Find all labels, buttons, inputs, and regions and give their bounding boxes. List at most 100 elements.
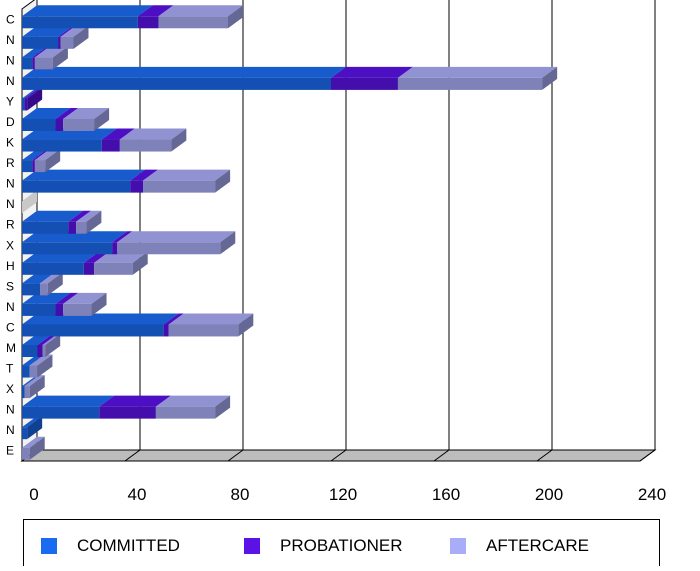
bar-committed	[22, 427, 28, 440]
bar-end-cap	[45, 149, 61, 173]
category-label: H	[6, 259, 15, 273]
bar-end-cap	[27, 87, 43, 111]
bar-aftercare	[63, 119, 95, 131]
bar-end-cap	[29, 375, 45, 399]
bar-probationer	[83, 262, 95, 275]
bar-top-committed	[22, 395, 115, 407]
bar-aftercare	[63, 303, 92, 316]
x-tick-label: 200	[535, 485, 563, 504]
bar-aftercare	[24, 386, 30, 399]
bar-top-probationer	[99, 395, 171, 407]
bar-top-committed	[22, 292, 71, 304]
bar-probationer	[68, 221, 77, 234]
bar-top-aftercare	[22, 436, 45, 448]
x-tick-label: 120	[329, 485, 357, 504]
x-tick-label: 160	[432, 485, 460, 504]
legend-swatch-probationer	[244, 538, 260, 554]
bar-top-probationer	[331, 66, 413, 78]
x-tick-label: 0	[29, 485, 38, 504]
bar-aftercare	[168, 324, 239, 337]
bar-end-cap	[86, 210, 102, 234]
bar-probationer	[58, 36, 61, 49]
bar-top-probationer	[68, 210, 92, 222]
bar-committed	[22, 324, 164, 337]
bar-aftercare	[22, 447, 30, 460]
bar-top-committed	[22, 272, 56, 284]
legend-swatch-aftercare	[450, 538, 466, 554]
bar-committed	[22, 283, 41, 296]
category-label: S	[6, 279, 14, 293]
bar-end-cap	[73, 25, 89, 49]
category-label: Y	[6, 94, 14, 108]
category-label: N	[6, 403, 15, 417]
category-label: D	[6, 115, 15, 129]
bar-committed	[22, 386, 25, 399]
category-label: K	[6, 136, 14, 150]
bar-probationer	[32, 57, 35, 70]
bar-top-committed	[22, 46, 48, 58]
bar-end-cap	[29, 436, 45, 460]
bar-top-probationer	[101, 128, 135, 140]
category-label: C	[6, 320, 15, 334]
bar-top-probationer	[83, 251, 110, 263]
bar-end-cap	[171, 128, 187, 152]
bar-probationer	[130, 180, 144, 193]
bar-end-cap	[220, 231, 236, 255]
legend-item-committed: COMMITTED	[41, 536, 180, 556]
legend-item-probationer: PROBATIONER	[244, 536, 402, 556]
bar-committed	[22, 57, 33, 70]
bar-committed	[22, 16, 138, 29]
bar-top-committed	[22, 313, 179, 325]
category-label: M	[6, 341, 16, 355]
gridline-floor	[330, 449, 347, 462]
bar-aftercare	[155, 406, 216, 419]
bar-top-probationer	[55, 292, 79, 304]
bar-end-cap	[228, 5, 243, 29]
bar-top-aftercare	[168, 313, 254, 325]
gridline-floor	[536, 449, 553, 462]
bar-committed	[22, 242, 113, 255]
bar-committed	[22, 180, 131, 193]
category-label: N	[6, 74, 15, 88]
bar-committed	[22, 139, 102, 152]
bar-aftercare	[143, 180, 216, 193]
bar-aftercare	[40, 283, 48, 296]
bar-probationer	[32, 160, 35, 173]
bar-end-cap	[45, 334, 61, 357]
bar-probationer	[112, 242, 118, 255]
bar-top-aftercare	[76, 210, 102, 222]
legend-item-aftercare: AFTERCARE	[450, 536, 589, 556]
x-tick-label: 40	[128, 485, 147, 504]
bar-end-cap	[27, 416, 43, 440]
bar-aftercare	[117, 242, 221, 255]
bar-top-aftercare	[119, 128, 187, 140]
bar-committed	[22, 160, 33, 173]
bar-top-committed	[22, 231, 128, 243]
bar-end-cap	[91, 292, 107, 316]
bar-top-committed	[22, 334, 53, 345]
legend-label-aftercare: AFTERCARE	[486, 536, 589, 555]
bar-top-aftercare	[42, 334, 61, 345]
bar-aftercare	[60, 36, 74, 49]
category-label: N	[6, 197, 15, 211]
bar-end-cap	[215, 169, 231, 193]
bar-probationer	[101, 139, 120, 152]
bar-committed	[22, 262, 84, 275]
bar-top-aftercare	[158, 5, 243, 17]
bar-top-committed	[22, 354, 45, 366]
legend-label-probationer: PROBATIONER	[280, 536, 403, 555]
bar-aftercare	[397, 77, 543, 90]
bar-top-probationer	[37, 334, 58, 345]
bar-top-committed	[22, 25, 74, 37]
category-label: E	[6, 444, 14, 458]
bar-top-aftercare	[24, 375, 45, 387]
category-label: N	[6, 423, 15, 437]
bar-top-aftercare	[29, 354, 53, 366]
bar-committed	[22, 119, 56, 131]
bar-top-probationer	[137, 5, 174, 17]
bar-top-probationer	[32, 149, 50, 161]
bar-top-aftercare	[143, 169, 231, 181]
bar-probationer	[24, 98, 28, 111]
